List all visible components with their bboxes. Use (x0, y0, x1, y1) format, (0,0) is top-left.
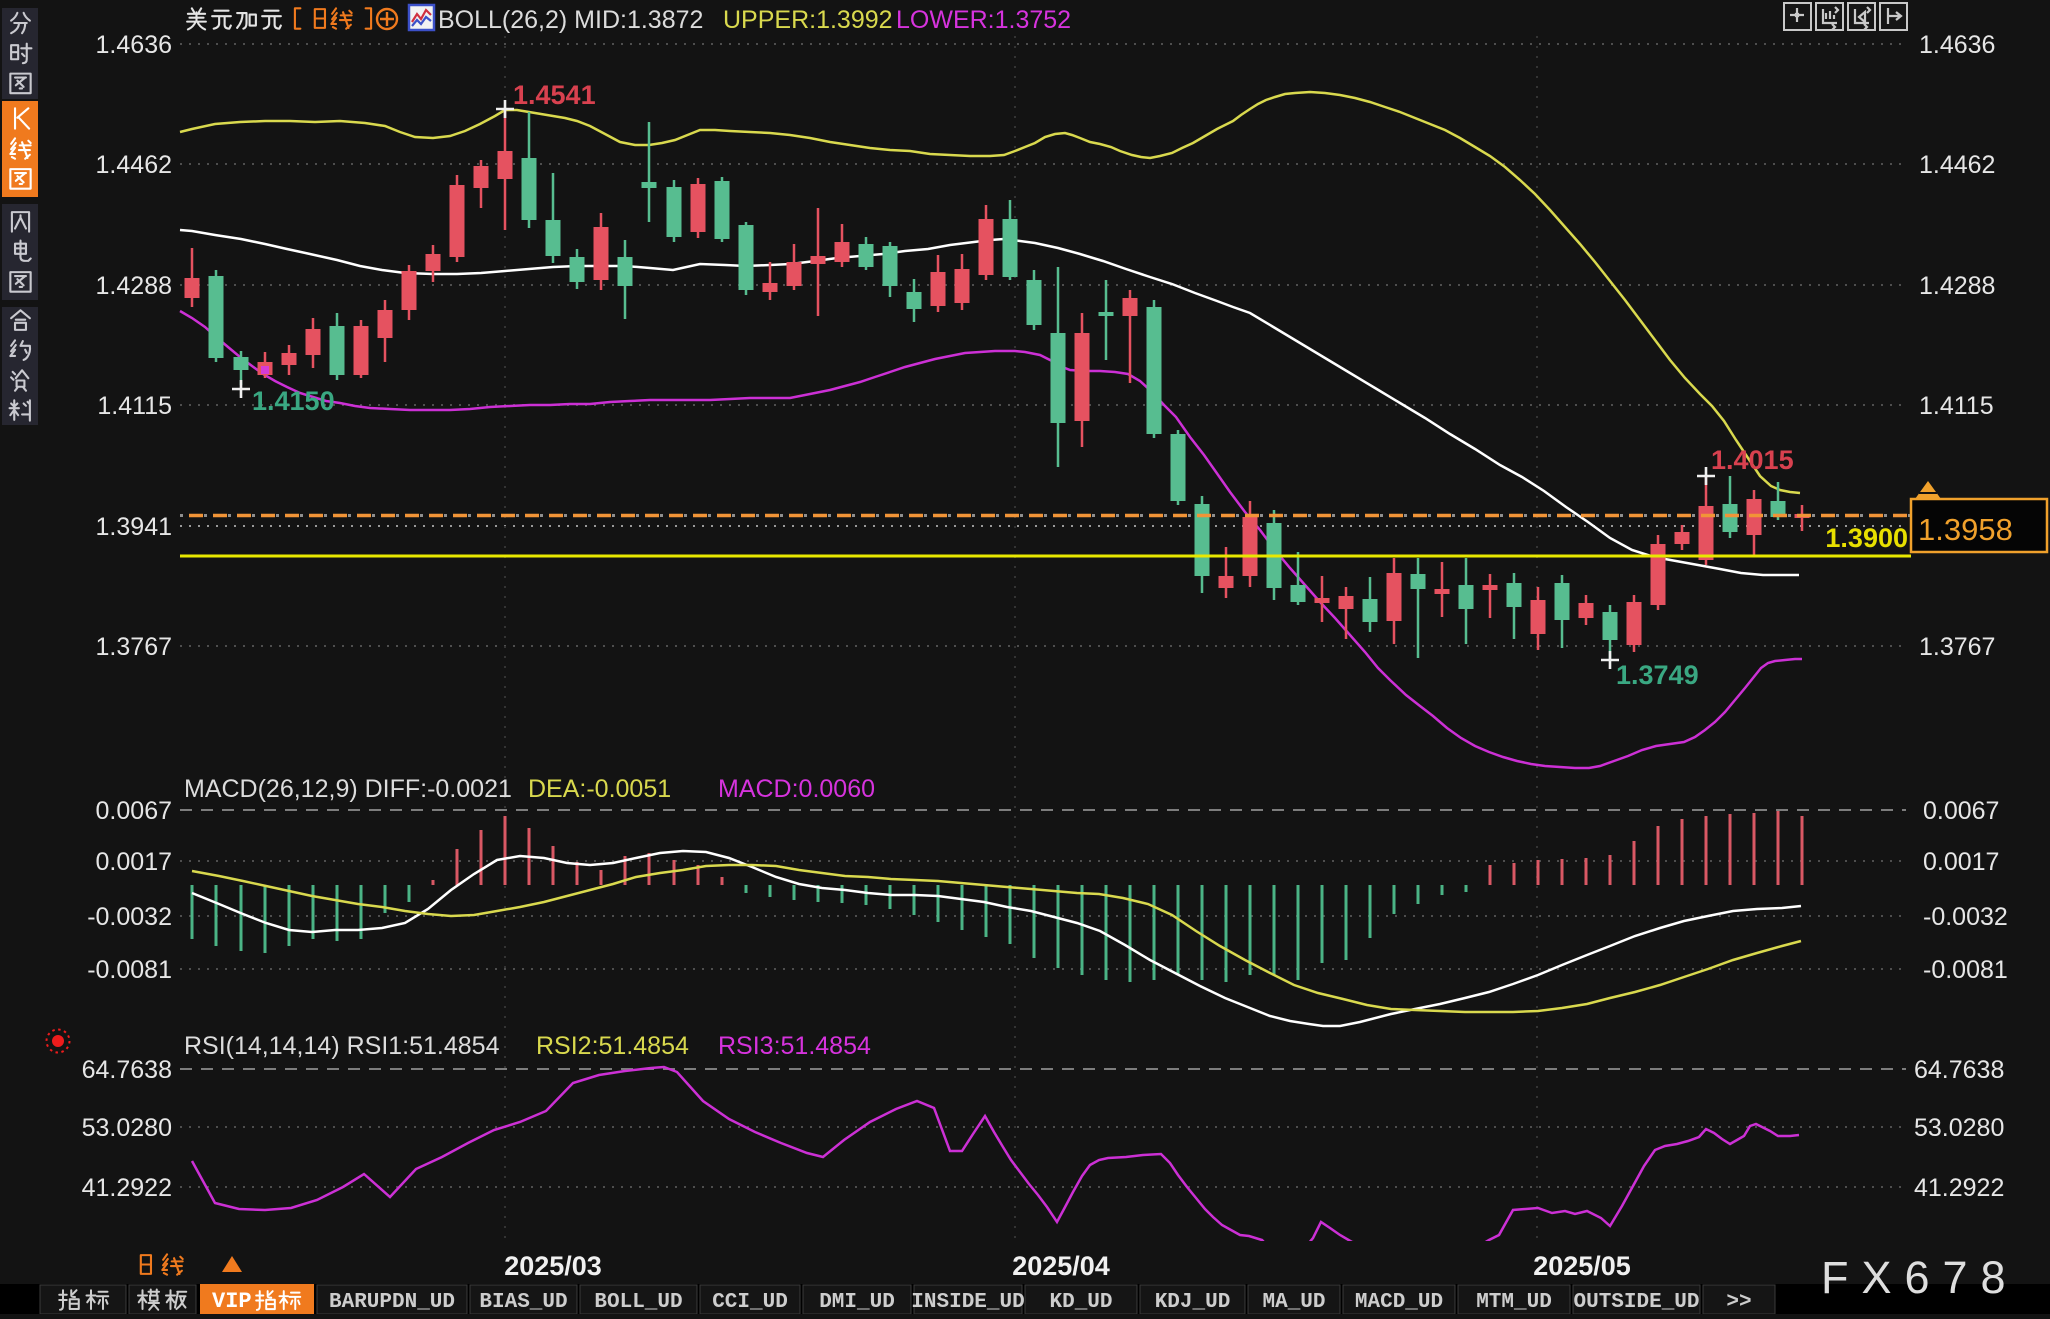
svg-text:BOLL_UD: BOLL_UD (594, 1291, 682, 1314)
svg-text:MTM_UD: MTM_UD (1476, 1291, 1552, 1314)
svg-text:-0.0081: -0.0081 (1923, 956, 2008, 984)
svg-text:1.4636: 1.4636 (96, 31, 172, 59)
svg-text:1.4288: 1.4288 (96, 272, 172, 300)
svg-text:BOLL(26,2) MID:1.3872: BOLL(26,2) MID:1.3872 (438, 6, 703, 34)
svg-text:DMI_UD: DMI_UD (819, 1291, 895, 1314)
svg-text:VIP: VIP (212, 1289, 252, 1314)
svg-text:0.0067: 0.0067 (1923, 797, 1999, 825)
svg-text:UPPER:1.3992: UPPER:1.3992 (723, 6, 893, 34)
svg-text:MA_UD: MA_UD (1262, 1291, 1325, 1314)
svg-text:-0.0032: -0.0032 (1923, 903, 2008, 931)
svg-text:1.4462: 1.4462 (96, 151, 172, 179)
svg-text:1.4636: 1.4636 (1919, 31, 1995, 59)
svg-text:2025/05: 2025/05 (1533, 1251, 1631, 1281)
svg-text:0.0017: 0.0017 (1923, 848, 1999, 876)
svg-text:1.3941: 1.3941 (96, 513, 172, 541)
svg-text:41.2922: 41.2922 (82, 1174, 172, 1202)
svg-text:1.3958: 1.3958 (1918, 512, 2013, 547)
svg-text:1.4462: 1.4462 (1919, 151, 1995, 179)
svg-text:DEA:-0.0051: DEA:-0.0051 (528, 775, 671, 803)
svg-text:2025/03: 2025/03 (504, 1251, 602, 1281)
svg-text:1.3767: 1.3767 (1919, 633, 1995, 661)
svg-text:64.7638: 64.7638 (1914, 1056, 2004, 1084)
svg-text:1.3749: 1.3749 (1616, 660, 1699, 690)
svg-text:MACD:0.0060: MACD:0.0060 (718, 775, 875, 803)
svg-text:1.3767: 1.3767 (96, 633, 172, 661)
svg-text:41.2922: 41.2922 (1914, 1174, 2004, 1202)
svg-text:>>: >> (1726, 1291, 1751, 1314)
svg-text:FX678: FX678 (1821, 1252, 2019, 1303)
svg-text:RSI(14,14,14) RSI1:51.4854: RSI(14,14,14) RSI1:51.4854 (184, 1032, 500, 1060)
svg-text:1.4115: 1.4115 (1919, 392, 1994, 420)
svg-text:LOWER:1.3752: LOWER:1.3752 (896, 6, 1071, 34)
svg-text:RSI2:51.4854: RSI2:51.4854 (536, 1032, 689, 1060)
svg-text:1.4150: 1.4150 (252, 386, 335, 416)
svg-text:0.0067: 0.0067 (96, 797, 172, 825)
svg-text:0.0017: 0.0017 (96, 848, 172, 876)
svg-text:1.4015: 1.4015 (1711, 445, 1794, 475)
svg-text:MACD(26,12,9) DIFF:-0.0021: MACD(26,12,9) DIFF:-0.0021 (184, 775, 512, 803)
svg-text:OUTSIDE_UD: OUTSIDE_UD (1573, 1291, 1699, 1314)
svg-text:MACD_UD: MACD_UD (1355, 1291, 1443, 1314)
svg-text:-0.0081: -0.0081 (87, 956, 172, 984)
svg-text:2025/04: 2025/04 (1012, 1251, 1110, 1281)
svg-text:BARUPDN_UD: BARUPDN_UD (329, 1291, 455, 1314)
svg-text:BIAS_UD: BIAS_UD (479, 1291, 567, 1314)
svg-text:KD_UD: KD_UD (1049, 1291, 1112, 1314)
svg-text:1.4115: 1.4115 (97, 392, 172, 420)
svg-text:CCI_UD: CCI_UD (712, 1291, 788, 1314)
svg-text:1.4541: 1.4541 (513, 80, 596, 110)
svg-text:1.4288: 1.4288 (1919, 272, 1995, 300)
svg-text:RSI3:51.4854: RSI3:51.4854 (718, 1032, 871, 1060)
svg-text:INSIDE_UD: INSIDE_UD (911, 1291, 1024, 1314)
svg-text:53.0280: 53.0280 (82, 1114, 172, 1142)
svg-text:64.7638: 64.7638 (82, 1056, 172, 1084)
svg-text:-0.0032: -0.0032 (87, 903, 172, 931)
svg-text:53.0280: 53.0280 (1914, 1114, 2004, 1142)
svg-text:KDJ_UD: KDJ_UD (1155, 1291, 1231, 1314)
svg-text:1.3900: 1.3900 (1825, 523, 1908, 553)
